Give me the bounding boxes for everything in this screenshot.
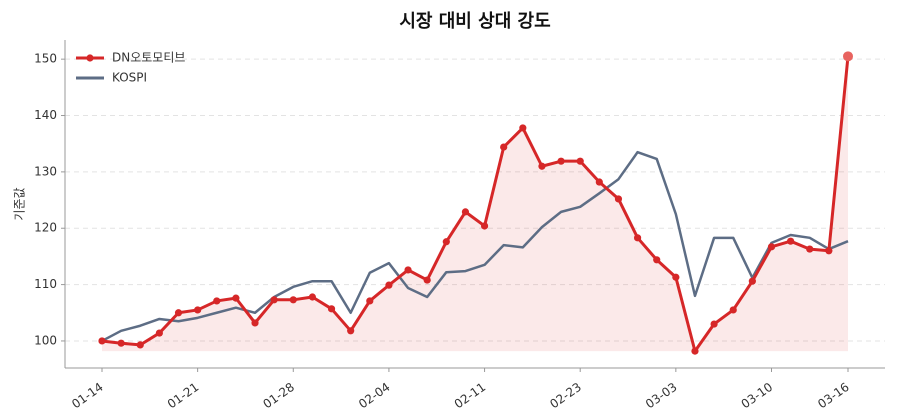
marker xyxy=(825,247,833,255)
marker xyxy=(366,297,374,305)
y-tick-label: 130 xyxy=(34,164,57,178)
marker xyxy=(633,234,642,242)
x-tick-label: 03-10 xyxy=(739,380,776,411)
marker xyxy=(748,277,756,285)
legend-label: DN오토모티브 xyxy=(112,51,185,65)
x-tick-label: 03-03 xyxy=(643,380,680,411)
marker xyxy=(595,178,603,186)
marker xyxy=(614,195,623,203)
marker xyxy=(787,237,795,245)
marker xyxy=(538,162,546,170)
marker xyxy=(289,296,297,304)
x-tick-label: 02-23 xyxy=(547,380,584,411)
area xyxy=(102,56,848,352)
marker xyxy=(270,296,278,304)
line xyxy=(101,56,850,353)
marker xyxy=(327,305,336,313)
marker xyxy=(98,337,106,345)
marker xyxy=(174,309,183,317)
marker xyxy=(442,238,450,246)
marker xyxy=(404,266,412,274)
marker xyxy=(347,327,355,335)
marker xyxy=(557,157,565,165)
marker xyxy=(423,276,431,284)
marker xyxy=(136,341,144,349)
marker xyxy=(461,208,470,216)
marker xyxy=(653,256,661,264)
marker xyxy=(213,297,221,305)
marker xyxy=(767,243,776,251)
marker xyxy=(710,320,718,328)
x-tick-label: 03-16 xyxy=(815,380,852,411)
marker xyxy=(117,339,125,347)
marker xyxy=(500,143,508,151)
x-tick-label: 01-14 xyxy=(69,380,106,411)
legend-label: KOSPI xyxy=(112,71,147,85)
marker xyxy=(519,124,527,132)
y-tick-label: 150 xyxy=(34,52,57,66)
line xyxy=(101,150,849,343)
y-tick-label: 120 xyxy=(34,221,57,235)
marker xyxy=(385,281,393,289)
marker xyxy=(232,294,240,302)
x-tick-label: 02-11 xyxy=(452,380,489,411)
marker xyxy=(155,329,163,337)
marker xyxy=(576,157,584,165)
marker xyxy=(691,347,699,355)
legend-marker xyxy=(86,54,94,62)
marker xyxy=(480,222,489,230)
marker xyxy=(729,306,737,314)
marker xyxy=(308,293,317,301)
x-tick-label: 02-04 xyxy=(356,380,393,411)
marker xyxy=(672,273,680,281)
marker xyxy=(806,245,814,253)
x-tick-label: 01-28 xyxy=(260,380,297,411)
y-tick-label: 140 xyxy=(34,108,57,122)
marker xyxy=(194,306,202,314)
chart-title: 시장 대비 상대 강도 xyxy=(399,11,550,32)
y-axis-label: 기준값 xyxy=(13,187,27,220)
y-tick-label: 110 xyxy=(34,277,57,291)
y-tick-label: 100 xyxy=(34,333,57,347)
marker xyxy=(251,319,259,327)
x-tick-label: 01-21 xyxy=(165,380,202,411)
marker xyxy=(843,51,853,62)
